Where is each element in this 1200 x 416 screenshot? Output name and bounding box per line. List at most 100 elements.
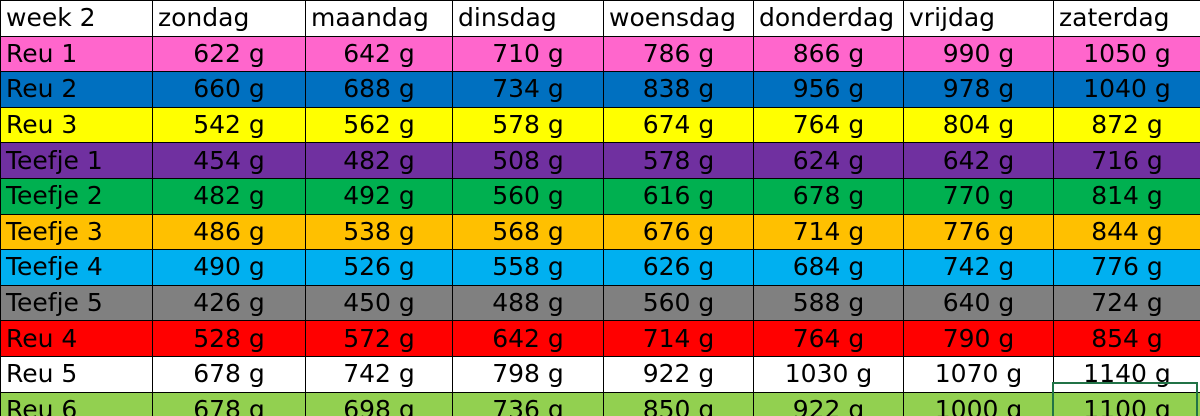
weight-cell[interactable]: 492 g xyxy=(305,177,453,215)
weight-cell[interactable]: 558 g xyxy=(452,249,604,286)
row-name-cell[interactable]: Teefje 3 xyxy=(0,213,153,251)
weight-cell[interactable]: 490 g xyxy=(152,249,306,286)
weight-cell[interactable]: 716 g xyxy=(1053,142,1200,179)
weight-cell[interactable]: 1030 g xyxy=(753,355,904,393)
weight-cell[interactable]: 922 g xyxy=(603,355,754,393)
weight-cell[interactable]: 508 g xyxy=(452,142,604,179)
table-row: Reu 2 660 g 688 g 734 g 838 g 956 g 978 … xyxy=(0,71,1200,108)
weight-cell[interactable]: 560 g xyxy=(603,284,754,322)
weight-cell[interactable]: 764 g xyxy=(753,106,904,144)
weight-cell[interactable]: 454 g xyxy=(152,142,306,179)
weight-cell[interactable]: 482 g xyxy=(305,142,453,179)
weight-cell[interactable]: 526 g xyxy=(305,249,453,286)
weight-cell[interactable]: 488 g xyxy=(452,284,604,322)
weight-cell[interactable]: 1100 g xyxy=(1053,391,1200,416)
weight-cell[interactable]: 678 g xyxy=(152,391,306,416)
weight-cell[interactable]: 450 g xyxy=(305,284,453,322)
weight-cell[interactable]: 734 g xyxy=(452,71,604,108)
row-name-cell[interactable]: Teefje 1 xyxy=(0,142,153,179)
weight-cell[interactable]: 872 g xyxy=(1053,106,1200,144)
weight-cell[interactable]: 698 g xyxy=(305,391,453,416)
weight-cell[interactable]: 542 g xyxy=(152,106,306,144)
header-cell-woensdag[interactable]: woensdag xyxy=(603,0,754,37)
weight-cell[interactable]: 922 g xyxy=(753,391,904,416)
weight-cell[interactable]: 640 g xyxy=(903,284,1054,322)
weight-cell[interactable]: 1070 g xyxy=(903,355,1054,393)
weight-cell[interactable]: 676 g xyxy=(603,213,754,251)
row-name-cell[interactable]: Reu 5 xyxy=(0,355,153,393)
weight-cell[interactable]: 956 g xyxy=(753,71,904,108)
weight-cell[interactable]: 724 g xyxy=(1053,284,1200,322)
weight-cell[interactable]: 482 g xyxy=(152,177,306,215)
row-name-cell[interactable]: Teefje 5 xyxy=(0,284,153,322)
weight-cell[interactable]: 850 g xyxy=(603,391,754,416)
header-cell-zondag[interactable]: zondag xyxy=(152,0,306,37)
weight-cell[interactable]: 1140 g xyxy=(1053,355,1200,393)
weight-cell[interactable]: 714 g xyxy=(753,213,904,251)
weight-cell[interactable]: 562 g xyxy=(305,106,453,144)
weight-cell[interactable]: 790 g xyxy=(903,320,1054,357)
header-cell-week[interactable]: week 2 xyxy=(0,0,153,37)
weight-cell[interactable]: 642 g xyxy=(903,142,1054,179)
weight-cell[interactable]: 626 g xyxy=(603,249,754,286)
weight-cell[interactable]: 804 g xyxy=(903,106,1054,144)
row-name-cell[interactable]: Reu 4 xyxy=(0,320,153,357)
weight-cell[interactable]: 798 g xyxy=(452,355,604,393)
weight-cell[interactable]: 978 g xyxy=(903,71,1054,108)
header-cell-maandag[interactable]: maandag xyxy=(305,0,453,37)
weight-cell[interactable]: 684 g xyxy=(753,249,904,286)
weight-cell[interactable]: 776 g xyxy=(1053,249,1200,286)
weight-cell[interactable]: 688 g xyxy=(305,71,453,108)
row-name-cell[interactable]: Reu 2 xyxy=(0,71,153,108)
weight-cell[interactable]: 578 g xyxy=(452,106,604,144)
weight-cell[interactable]: 624 g xyxy=(753,142,904,179)
header-cell-zaterdag[interactable]: zaterdag xyxy=(1053,0,1200,37)
weight-cell[interactable]: 714 g xyxy=(603,320,754,357)
weight-cell[interactable]: 568 g xyxy=(452,213,604,251)
weight-cell[interactable]: 560 g xyxy=(452,177,604,215)
weight-cell[interactable]: 426 g xyxy=(152,284,306,322)
table-row: Teefje 4 490 g 526 g 558 g 626 g 684 g 7… xyxy=(0,249,1200,286)
weight-cell[interactable]: 1000 g xyxy=(903,391,1054,416)
weight-cell[interactable]: 742 g xyxy=(903,249,1054,286)
row-name-cell[interactable]: Teefje 2 xyxy=(0,177,153,215)
weight-cell[interactable]: 616 g xyxy=(603,177,754,215)
weight-cell[interactable]: 710 g xyxy=(452,35,604,73)
weight-cell[interactable]: 844 g xyxy=(1053,213,1200,251)
weight-cell[interactable]: 786 g xyxy=(603,35,754,73)
weight-cell[interactable]: 528 g xyxy=(152,320,306,357)
weight-cell[interactable]: 486 g xyxy=(152,213,306,251)
weight-cell[interactable]: 764 g xyxy=(753,320,904,357)
row-name-cell[interactable]: Reu 6 xyxy=(0,391,153,416)
weight-cell[interactable]: 776 g xyxy=(903,213,1054,251)
weight-cell[interactable]: 814 g xyxy=(1053,177,1200,215)
weight-cell[interactable]: 990 g xyxy=(903,35,1054,73)
weight-cell[interactable]: 866 g xyxy=(753,35,904,73)
table-row: Reu 6 678 g 698 g 736 g 850 g 922 g 1000… xyxy=(0,391,1200,416)
table-row: Teefje 2 482 g 492 g 560 g 616 g 678 g 7… xyxy=(0,177,1200,215)
weight-cell[interactable]: 770 g xyxy=(903,177,1054,215)
weight-cell[interactable]: 838 g xyxy=(603,71,754,108)
row-name-cell[interactable]: Reu 3 xyxy=(0,106,153,144)
weight-cell[interactable]: 588 g xyxy=(753,284,904,322)
header-cell-dinsdag[interactable]: dinsdag xyxy=(452,0,604,37)
row-name-cell[interactable]: Teefje 4 xyxy=(0,249,153,286)
weight-cell[interactable]: 538 g xyxy=(305,213,453,251)
weight-cell[interactable]: 572 g xyxy=(305,320,453,357)
weight-cell[interactable]: 660 g xyxy=(152,71,306,108)
weight-cell[interactable]: 622 g xyxy=(152,35,306,73)
header-cell-donderdag[interactable]: donderdag xyxy=(753,0,904,37)
weight-cell[interactable]: 578 g xyxy=(603,142,754,179)
header-cell-vrijdag[interactable]: vrijdag xyxy=(903,0,1054,37)
weight-cell[interactable]: 642 g xyxy=(305,35,453,73)
weight-cell[interactable]: 674 g xyxy=(603,106,754,144)
weight-cell[interactable]: 678 g xyxy=(152,355,306,393)
weight-cell[interactable]: 742 g xyxy=(305,355,453,393)
weight-cell[interactable]: 736 g xyxy=(452,391,604,416)
weight-cell[interactable]: 678 g xyxy=(753,177,904,215)
weight-cell[interactable]: 642 g xyxy=(452,320,604,357)
row-name-cell[interactable]: Reu 1 xyxy=(0,35,153,73)
weight-cell[interactable]: 854 g xyxy=(1053,320,1200,357)
weight-cell[interactable]: 1040 g xyxy=(1053,71,1200,108)
weight-cell[interactable]: 1050 g xyxy=(1053,35,1200,73)
